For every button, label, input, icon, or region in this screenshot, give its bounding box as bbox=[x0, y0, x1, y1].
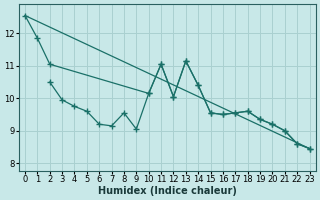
X-axis label: Humidex (Indice chaleur): Humidex (Indice chaleur) bbox=[98, 186, 237, 196]
